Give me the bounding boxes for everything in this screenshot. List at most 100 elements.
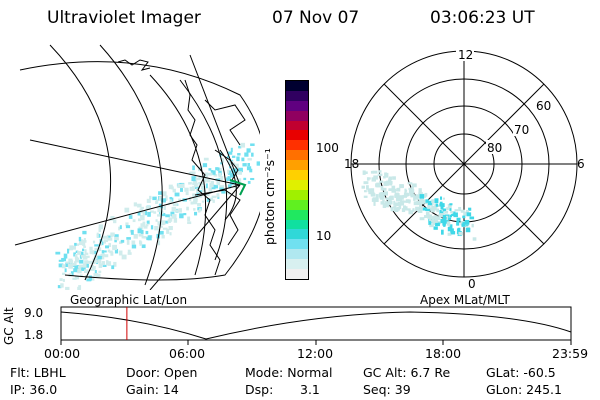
polar-aurora-pixel [449, 206, 452, 211]
polar-aurora-pixel [430, 209, 435, 213]
polar-aurora-pixel [454, 209, 459, 212]
polar-aurora-pixel [446, 207, 449, 211]
aurora-pixel [144, 210, 148, 216]
aurora-pixel [157, 221, 161, 226]
info-gcalt: GC Alt: 6.7 Re [363, 365, 451, 380]
aurora-pixel [207, 172, 213, 176]
polar-aurora-pixel [427, 214, 433, 220]
aurora-pixel [113, 219, 117, 224]
aurora-pixel [156, 206, 161, 209]
aurora-pixel [84, 269, 89, 273]
aurora-pixel [133, 233, 138, 239]
aurora-pixel [162, 227, 168, 230]
aurora-pixel [169, 200, 173, 204]
aurora-pixel [103, 250, 107, 253]
aurora-pixel [197, 209, 201, 213]
aurora-pixel [186, 206, 189, 211]
polar-aurora-pixel [441, 229, 444, 235]
polar-aurora-pixel [449, 203, 453, 206]
aurora-pixel [227, 160, 233, 166]
aurora-pixel [161, 198, 166, 203]
aurora-pixel [238, 145, 242, 149]
aurora-pixel [138, 233, 144, 237]
aurora-pixel [195, 177, 201, 181]
aurora-pixel [112, 244, 117, 250]
polar-aurora-pixel [451, 213, 456, 217]
polar-aurora-pixel [435, 203, 439, 207]
aurora-pixel [191, 171, 196, 175]
aurora-pixel [191, 176, 196, 182]
aurora-pixel [64, 268, 67, 273]
aurora-pixel [89, 250, 95, 255]
aurora-pixel [205, 194, 209, 197]
colorbar-segment [286, 170, 308, 180]
aurora-pixel [138, 226, 143, 230]
lat-label-80: 80 [487, 141, 502, 155]
polar-aurora-pixel [375, 194, 379, 200]
aurora-pixel [69, 245, 74, 250]
aurora-pixel [217, 167, 220, 171]
aurora-pixel [167, 219, 172, 223]
mlt-label-12: 12 [458, 48, 473, 62]
polar-aurora-pixel [436, 216, 441, 221]
colorbar-segment [286, 110, 308, 121]
mlt-label-6: 6 [577, 157, 585, 171]
aurora-pixel [146, 198, 151, 203]
aurora-pixel [141, 236, 146, 239]
aurora-pixel [69, 273, 72, 277]
polar-aurora-pixel [427, 200, 432, 206]
aurora-pixel [145, 206, 151, 211]
aurora-pixel [217, 167, 222, 171]
polar-aurora-pixel [402, 194, 407, 198]
aurora-pixel [179, 213, 184, 219]
polar-aurora-pixel [448, 217, 452, 221]
aurora-pixel [75, 257, 80, 263]
aurora-pixel [172, 203, 178, 207]
aurora-pixel [68, 258, 73, 263]
aurora-pixel [226, 155, 230, 159]
aurora-pixel [103, 239, 109, 242]
polar-aurora-pixel [440, 205, 444, 210]
aurora-pixel [220, 176, 224, 180]
info-dsp-label: Dsp: [245, 382, 274, 397]
aurora-pixel [124, 207, 130, 213]
aurora-pixel [172, 188, 176, 193]
aurora-pixel [169, 196, 173, 200]
aurora-pixel [244, 152, 249, 157]
aurora-pixel [62, 278, 65, 282]
colorbar-segment [286, 259, 308, 270]
polar-aurora-pixel [395, 189, 399, 192]
aurora-pixel [96, 232, 99, 238]
aurora-pixel [70, 271, 74, 277]
aurora-pixel [75, 250, 79, 253]
xtick-0000: 00:00 [44, 346, 81, 361]
polar-aurora-pixel [447, 203, 452, 209]
polar-aurora-pixel [420, 198, 424, 204]
info-dsp-value: 3.1 [300, 382, 320, 397]
aurora-pixel [251, 152, 254, 157]
aurora-pixel [79, 251, 84, 255]
aurora-pixel [238, 167, 243, 173]
aurora-pixel [147, 211, 151, 217]
polar-aurora-pixel [407, 193, 410, 197]
aurora-pixel [181, 183, 185, 188]
polar-aurora [361, 170, 477, 241]
aurora-pixel [204, 179, 207, 183]
aurora-pixel [174, 192, 180, 197]
polar-aurora-pixel [439, 201, 443, 207]
aurora-pixel [140, 206, 144, 210]
aurora-pixel [73, 268, 78, 273]
aurora-pixel [190, 201, 194, 205]
polar-aurora-pixel [463, 223, 468, 228]
aurora-pixel [93, 273, 99, 277]
aurora-pixel [193, 208, 196, 211]
polar-aurora-pixel [399, 184, 404, 189]
polar-aurora-pixel [378, 170, 382, 173]
aurora-pixel [83, 245, 86, 248]
polar-aurora-pixel [449, 214, 453, 218]
aurora-pixel [96, 274, 100, 277]
aurora-pixel [143, 225, 148, 229]
polar-aurora-pixel [447, 232, 452, 236]
polar-aurora-pixel [442, 208, 447, 212]
aurora-pixel [133, 202, 138, 207]
